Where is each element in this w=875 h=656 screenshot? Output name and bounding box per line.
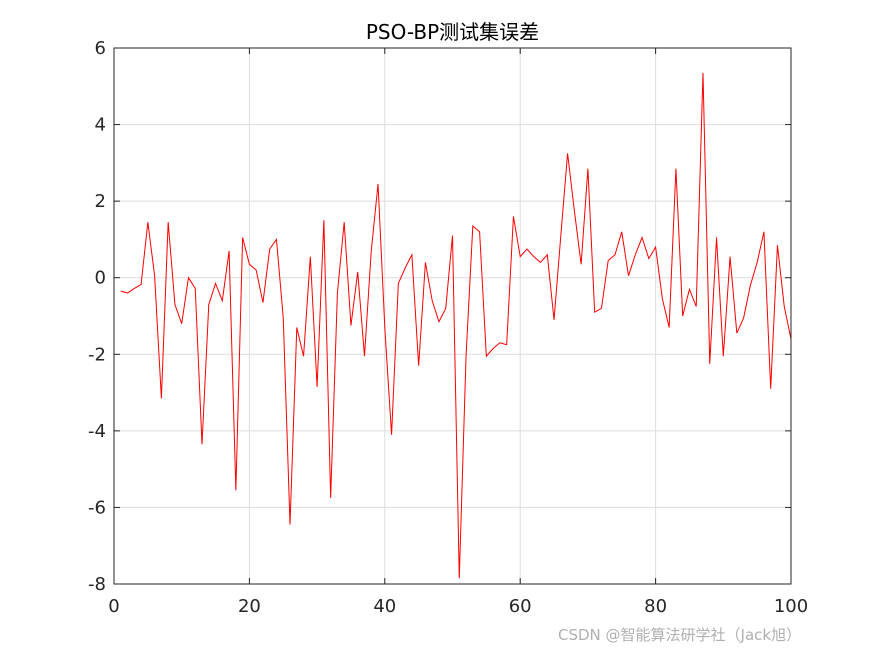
plot-area <box>114 48 791 584</box>
x-tick-label: 80 <box>644 596 667 617</box>
y-tick-label: -6 <box>88 497 106 518</box>
x-tick-label: 100 <box>774 596 808 617</box>
watermark: CSDN @智能算法研学社（Jack旭） <box>558 626 802 644</box>
axes-box <box>113 47 792 585</box>
chart-title: PSO-BP测试集误差 <box>366 20 539 44</box>
x-tick-label: 60 <box>509 596 532 617</box>
y-tick-label: 4 <box>95 115 106 136</box>
y-tick-label: 0 <box>95 268 106 289</box>
y-tick-label: -2 <box>88 344 106 365</box>
y-tick-label: 2 <box>95 191 106 212</box>
y-tick-label: 6 <box>95 38 106 59</box>
y-tick-label: -8 <box>88 574 106 595</box>
series-line <box>120 72 792 579</box>
x-tick-label: 0 <box>108 596 119 617</box>
y-tick-label: -4 <box>88 421 106 442</box>
x-tick-label: 40 <box>373 596 396 617</box>
x-tick-label: 20 <box>238 596 261 617</box>
